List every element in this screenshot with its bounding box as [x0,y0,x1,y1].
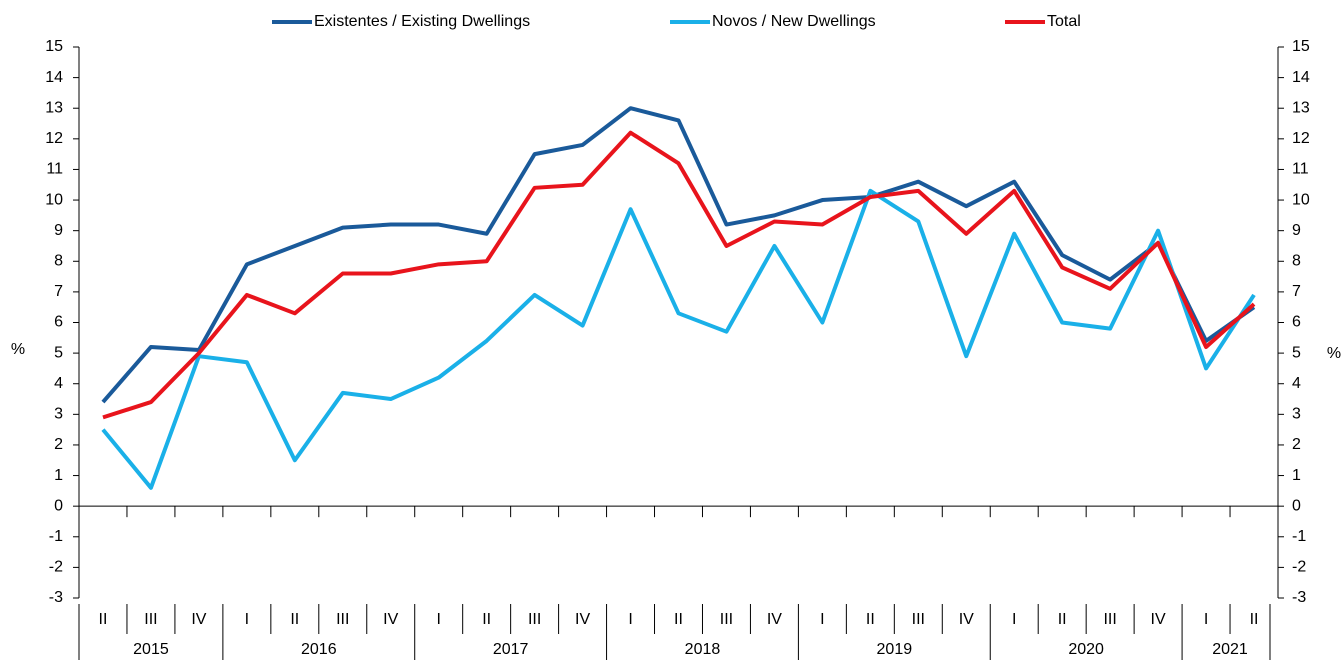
legend-label: Total [1047,13,1081,30]
y-tick-label: 8 [54,252,63,269]
y-tick-label: -3 [49,589,63,606]
legend-label: Novos / New Dwellings [712,13,876,30]
series-line [101,106,1256,404]
y2-tick-label: 3 [1292,406,1301,423]
year-label: 2018 [685,641,721,658]
y-tick-label: -1 [49,528,63,545]
x-tick-label: I [436,611,440,628]
x-tick-label: II [674,611,683,628]
y-tick-label: 10 [45,191,63,208]
series-line [101,188,1256,490]
x-tick-label: III [336,611,349,628]
x-tick-label: I [245,611,249,628]
x-tick-label: I [1012,611,1016,628]
y-tick-label: 14 [45,69,63,86]
y2-tick-label: 15 [1292,38,1310,55]
series-line [102,130,1256,420]
y-tick-label: 4 [54,375,63,392]
x-tick-label: I [1204,611,1208,628]
y2-tick-label: 11 [1292,161,1309,178]
y-tick-label: 6 [54,314,63,331]
y2-axis-label: % [1327,345,1341,362]
x-tick-label: IV [191,611,206,628]
y2-tick-label: 0 [1292,497,1301,514]
x-tick-label: IV [383,611,398,628]
x-tick-label: III [912,611,925,628]
y-tick-label: 12 [45,130,63,147]
y2-tick-label: 7 [1292,283,1301,300]
y2-tick-label: 2 [1292,436,1301,453]
x-tick-label: II [290,611,299,628]
x-tick-label: III [144,611,157,628]
y2-tick-label: 4 [1292,375,1301,392]
y-tick-label: -2 [49,559,63,576]
y2-tick-label: 8 [1292,252,1301,269]
y2-tick-label: 1 [1292,467,1301,484]
x-tick-label: IV [959,611,974,628]
y-tick-label: 11 [46,161,63,178]
x-tick-label: II [866,611,875,628]
y2-tick-label: 9 [1292,222,1301,239]
y-tick-label: 9 [54,222,63,239]
y-tick-label: 5 [54,344,63,361]
year-label: 2015 [133,641,169,658]
y2-tick-label: 5 [1292,344,1301,361]
x-tick-label: IV [1151,611,1166,628]
x-tick-label: III [528,611,541,628]
y2-tick-label: 14 [1292,69,1310,86]
y2-tick-label: 6 [1292,314,1301,331]
y-axis-label: % [11,341,25,358]
y-tick-label: 7 [54,283,63,300]
y2-tick-label: 13 [1292,99,1310,116]
x-tick-label: II [1250,611,1259,628]
y-tick-label: 15 [45,38,63,55]
y-tick-label: 1 [54,467,63,484]
year-label: 2020 [1068,641,1104,658]
y2-tick-label: -3 [1292,589,1306,606]
y2-tick-label: 10 [1292,191,1310,208]
x-tick-label: I [628,611,632,628]
y-tick-label: 0 [54,497,63,514]
x-tick-label: II [1058,611,1067,628]
x-tick-label: II [482,611,491,628]
x-tick-label: II [99,611,108,628]
y-tick-label: 2 [54,436,63,453]
x-tick-label: IV [767,611,782,628]
y2-tick-label: -2 [1292,559,1306,576]
year-label: 2021 [1212,641,1248,658]
y2-tick-label: 12 [1292,130,1310,147]
x-tick-label: III [720,611,733,628]
year-label: 2016 [301,641,337,658]
x-tick-label: III [1103,611,1116,628]
year-label: 2019 [877,641,913,658]
y-tick-label: 3 [54,406,63,423]
y2-tick-label: -1 [1292,528,1306,545]
legend-label: Existentes / Existing Dwellings [314,13,530,30]
x-tick-label: IV [575,611,590,628]
x-tick-label: I [820,611,824,628]
year-label: 2017 [493,641,529,658]
y-tick-label: 13 [45,99,63,116]
